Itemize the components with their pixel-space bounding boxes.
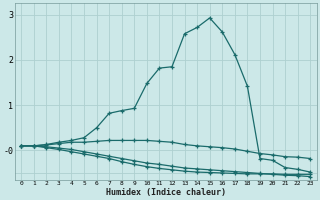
X-axis label: Humidex (Indice chaleur): Humidex (Indice chaleur) xyxy=(106,188,226,197)
